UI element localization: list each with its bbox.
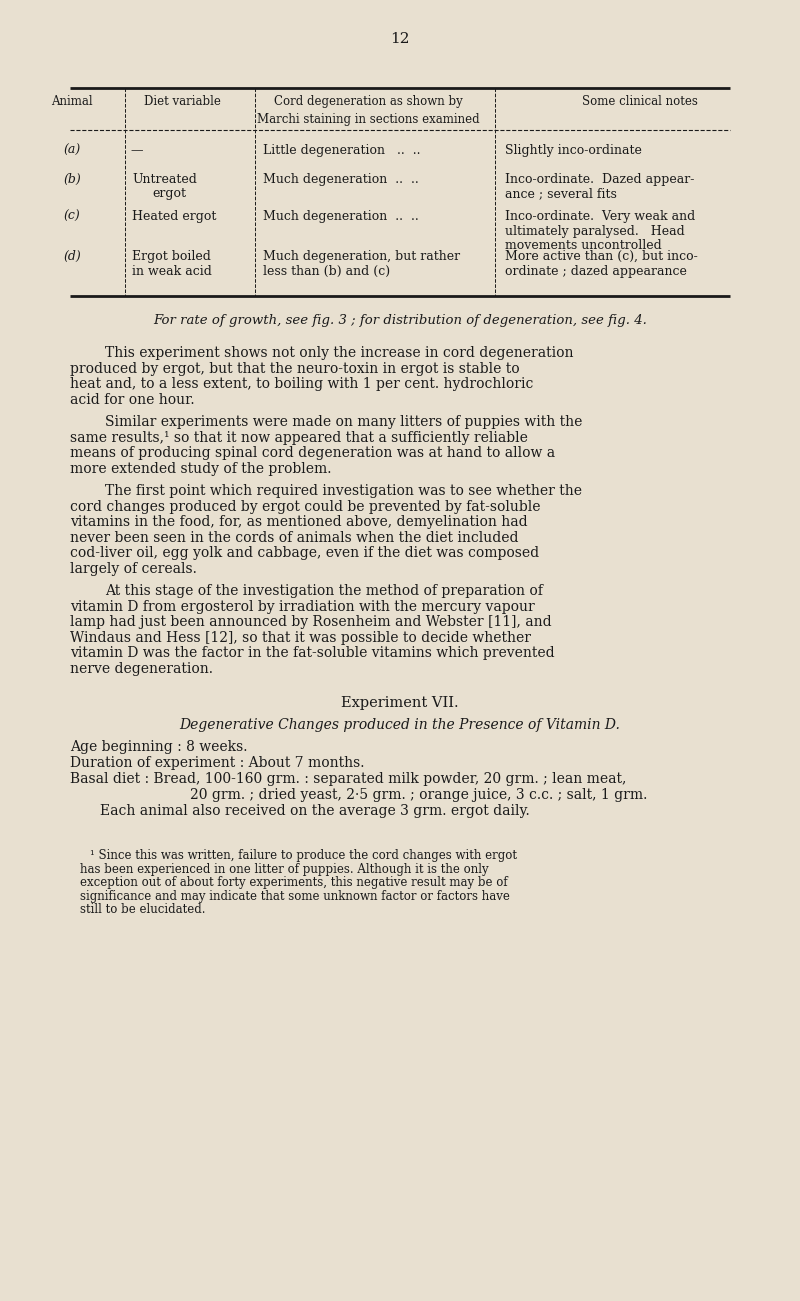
- Text: same results,¹ so that it now appeared that a sufficiently reliable: same results,¹ so that it now appeared t…: [70, 431, 528, 445]
- Text: never been seen in the cords of animals when the diet included: never been seen in the cords of animals …: [70, 531, 518, 545]
- Text: means of producing spinal cord degeneration was at hand to allow a: means of producing spinal cord degenerat…: [70, 446, 555, 461]
- Text: in weak acid: in weak acid: [132, 264, 212, 277]
- Text: vitamin D from ergosterol by irradiation with the mercury vapour: vitamin D from ergosterol by irradiation…: [70, 600, 534, 614]
- Text: movements uncontrolled: movements uncontrolled: [505, 239, 662, 252]
- Text: produced by ergot, but that the neuro-toxin in ergot is stable to: produced by ergot, but that the neuro-to…: [70, 362, 520, 376]
- Text: The first point which required investigation was to see whether the: The first point which required investiga…: [105, 484, 582, 498]
- Text: ordinate ; dazed appearance: ordinate ; dazed appearance: [505, 264, 687, 277]
- Text: ance ; several fits: ance ; several fits: [505, 187, 617, 200]
- Text: exception out of about forty experiments, this negative result may be of: exception out of about forty experiments…: [80, 876, 508, 889]
- Text: has been experienced in one litter of puppies. Although it is the only: has been experienced in one litter of pu…: [80, 863, 489, 876]
- Text: Inco-ordinate.  Dazed appear-: Inco-ordinate. Dazed appear-: [505, 173, 694, 186]
- Text: Duration of experiment : About 7 months.: Duration of experiment : About 7 months.: [70, 756, 365, 770]
- Text: Heated ergot: Heated ergot: [132, 209, 216, 222]
- Text: more extended study of the problem.: more extended study of the problem.: [70, 462, 331, 475]
- Text: less than (b) and (c): less than (b) and (c): [263, 264, 390, 277]
- Text: vitamins in the food, for, as mentioned above, demyelination had: vitamins in the food, for, as mentioned …: [70, 515, 528, 530]
- Text: Much degeneration, but rather: Much degeneration, but rather: [263, 250, 460, 263]
- Text: Untreated: Untreated: [132, 173, 197, 186]
- Text: Much degeneration  ..  ..: Much degeneration .. ..: [263, 173, 418, 186]
- Text: Experiment VII.: Experiment VII.: [341, 696, 459, 710]
- Text: This experiment shows not only the increase in cord degeneration: This experiment shows not only the incre…: [105, 346, 574, 360]
- Text: ¹ Since this was written, failure to produce the cord changes with ergot: ¹ Since this was written, failure to pro…: [90, 850, 517, 863]
- Text: (c): (c): [64, 209, 80, 222]
- Text: More active than (c), but inco-: More active than (c), but inco-: [505, 250, 698, 263]
- Text: (d): (d): [63, 250, 81, 263]
- Text: Ergot boiled: Ergot boiled: [132, 250, 211, 263]
- Text: Degenerative Changes produced in the Presence of Vitamin D.: Degenerative Changes produced in the Pre…: [179, 718, 621, 732]
- Text: Windaus and Hess [12], so that it was possible to decide whether: Windaus and Hess [12], so that it was po…: [70, 631, 531, 644]
- Text: ultimately paralysed.   Head: ultimately paralysed. Head: [505, 225, 685, 238]
- Text: Cord degeneration as shown by
Marchi staining in sections examined: Cord degeneration as shown by Marchi sta…: [257, 95, 479, 126]
- Text: acid for one hour.: acid for one hour.: [70, 393, 194, 406]
- Text: (b): (b): [63, 173, 81, 186]
- Text: vitamin D was the factor in the fat-soluble vitamins which prevented: vitamin D was the factor in the fat-solu…: [70, 647, 554, 660]
- Text: ergot: ergot: [152, 187, 186, 200]
- Text: For rate of growth, see fig. 3 ; for distribution of degeneration, see fig. 4.: For rate of growth, see fig. 3 ; for dis…: [153, 314, 647, 327]
- Text: heat and, to a less extent, to boiling with 1 per cent. hydrochloric: heat and, to a less extent, to boiling w…: [70, 377, 534, 392]
- Text: cod-liver oil, egg yolk and cabbage, even if the diet was composed: cod-liver oil, egg yolk and cabbage, eve…: [70, 546, 539, 559]
- Text: (a): (a): [63, 144, 81, 157]
- Text: cord changes produced by ergot could be prevented by fat-soluble: cord changes produced by ergot could be …: [70, 500, 541, 514]
- Text: lamp had just been announced by Rosenheim and Webster [11], and: lamp had just been announced by Rosenhei…: [70, 615, 552, 628]
- Text: Animal: Animal: [51, 95, 93, 108]
- Text: Slightly inco-ordinate: Slightly inco-ordinate: [505, 144, 642, 157]
- Text: Some clinical notes: Some clinical notes: [582, 95, 698, 108]
- Text: Age beginning : 8 weeks.: Age beginning : 8 weeks.: [70, 740, 247, 755]
- Text: Similar experiments were made on many litters of puppies with the: Similar experiments were made on many li…: [105, 415, 582, 429]
- Text: Little degeneration   ..  ..: Little degeneration .. ..: [263, 144, 421, 157]
- Text: At this stage of the investigation the method of preparation of: At this stage of the investigation the m…: [105, 584, 543, 598]
- Text: Each animal also received on the average 3 grm. ergot daily.: Each animal also received on the average…: [100, 804, 530, 818]
- Text: 20 grm. ; dried yeast, 2·5 grm. ; orange juice, 3 c.c. ; salt, 1 grm.: 20 grm. ; dried yeast, 2·5 grm. ; orange…: [190, 788, 647, 801]
- Text: Basal diet : Bread, 100-160 grm. : separated milk powder, 20 grm. ; lean meat,: Basal diet : Bread, 100-160 grm. : separ…: [70, 771, 626, 786]
- Text: Diet variable: Diet variable: [143, 95, 221, 108]
- Text: 12: 12: [390, 33, 410, 46]
- Text: —: —: [130, 144, 143, 157]
- Text: largely of cereals.: largely of cereals.: [70, 562, 197, 575]
- Text: significance and may indicate that some unknown factor or factors have: significance and may indicate that some …: [80, 890, 510, 903]
- Text: nerve degeneration.: nerve degeneration.: [70, 661, 213, 675]
- Text: still to be elucidated.: still to be elucidated.: [80, 903, 206, 916]
- Text: Inco-ordinate.  Very weak and: Inco-ordinate. Very weak and: [505, 209, 695, 222]
- Text: Much degeneration  ..  ..: Much degeneration .. ..: [263, 209, 418, 222]
